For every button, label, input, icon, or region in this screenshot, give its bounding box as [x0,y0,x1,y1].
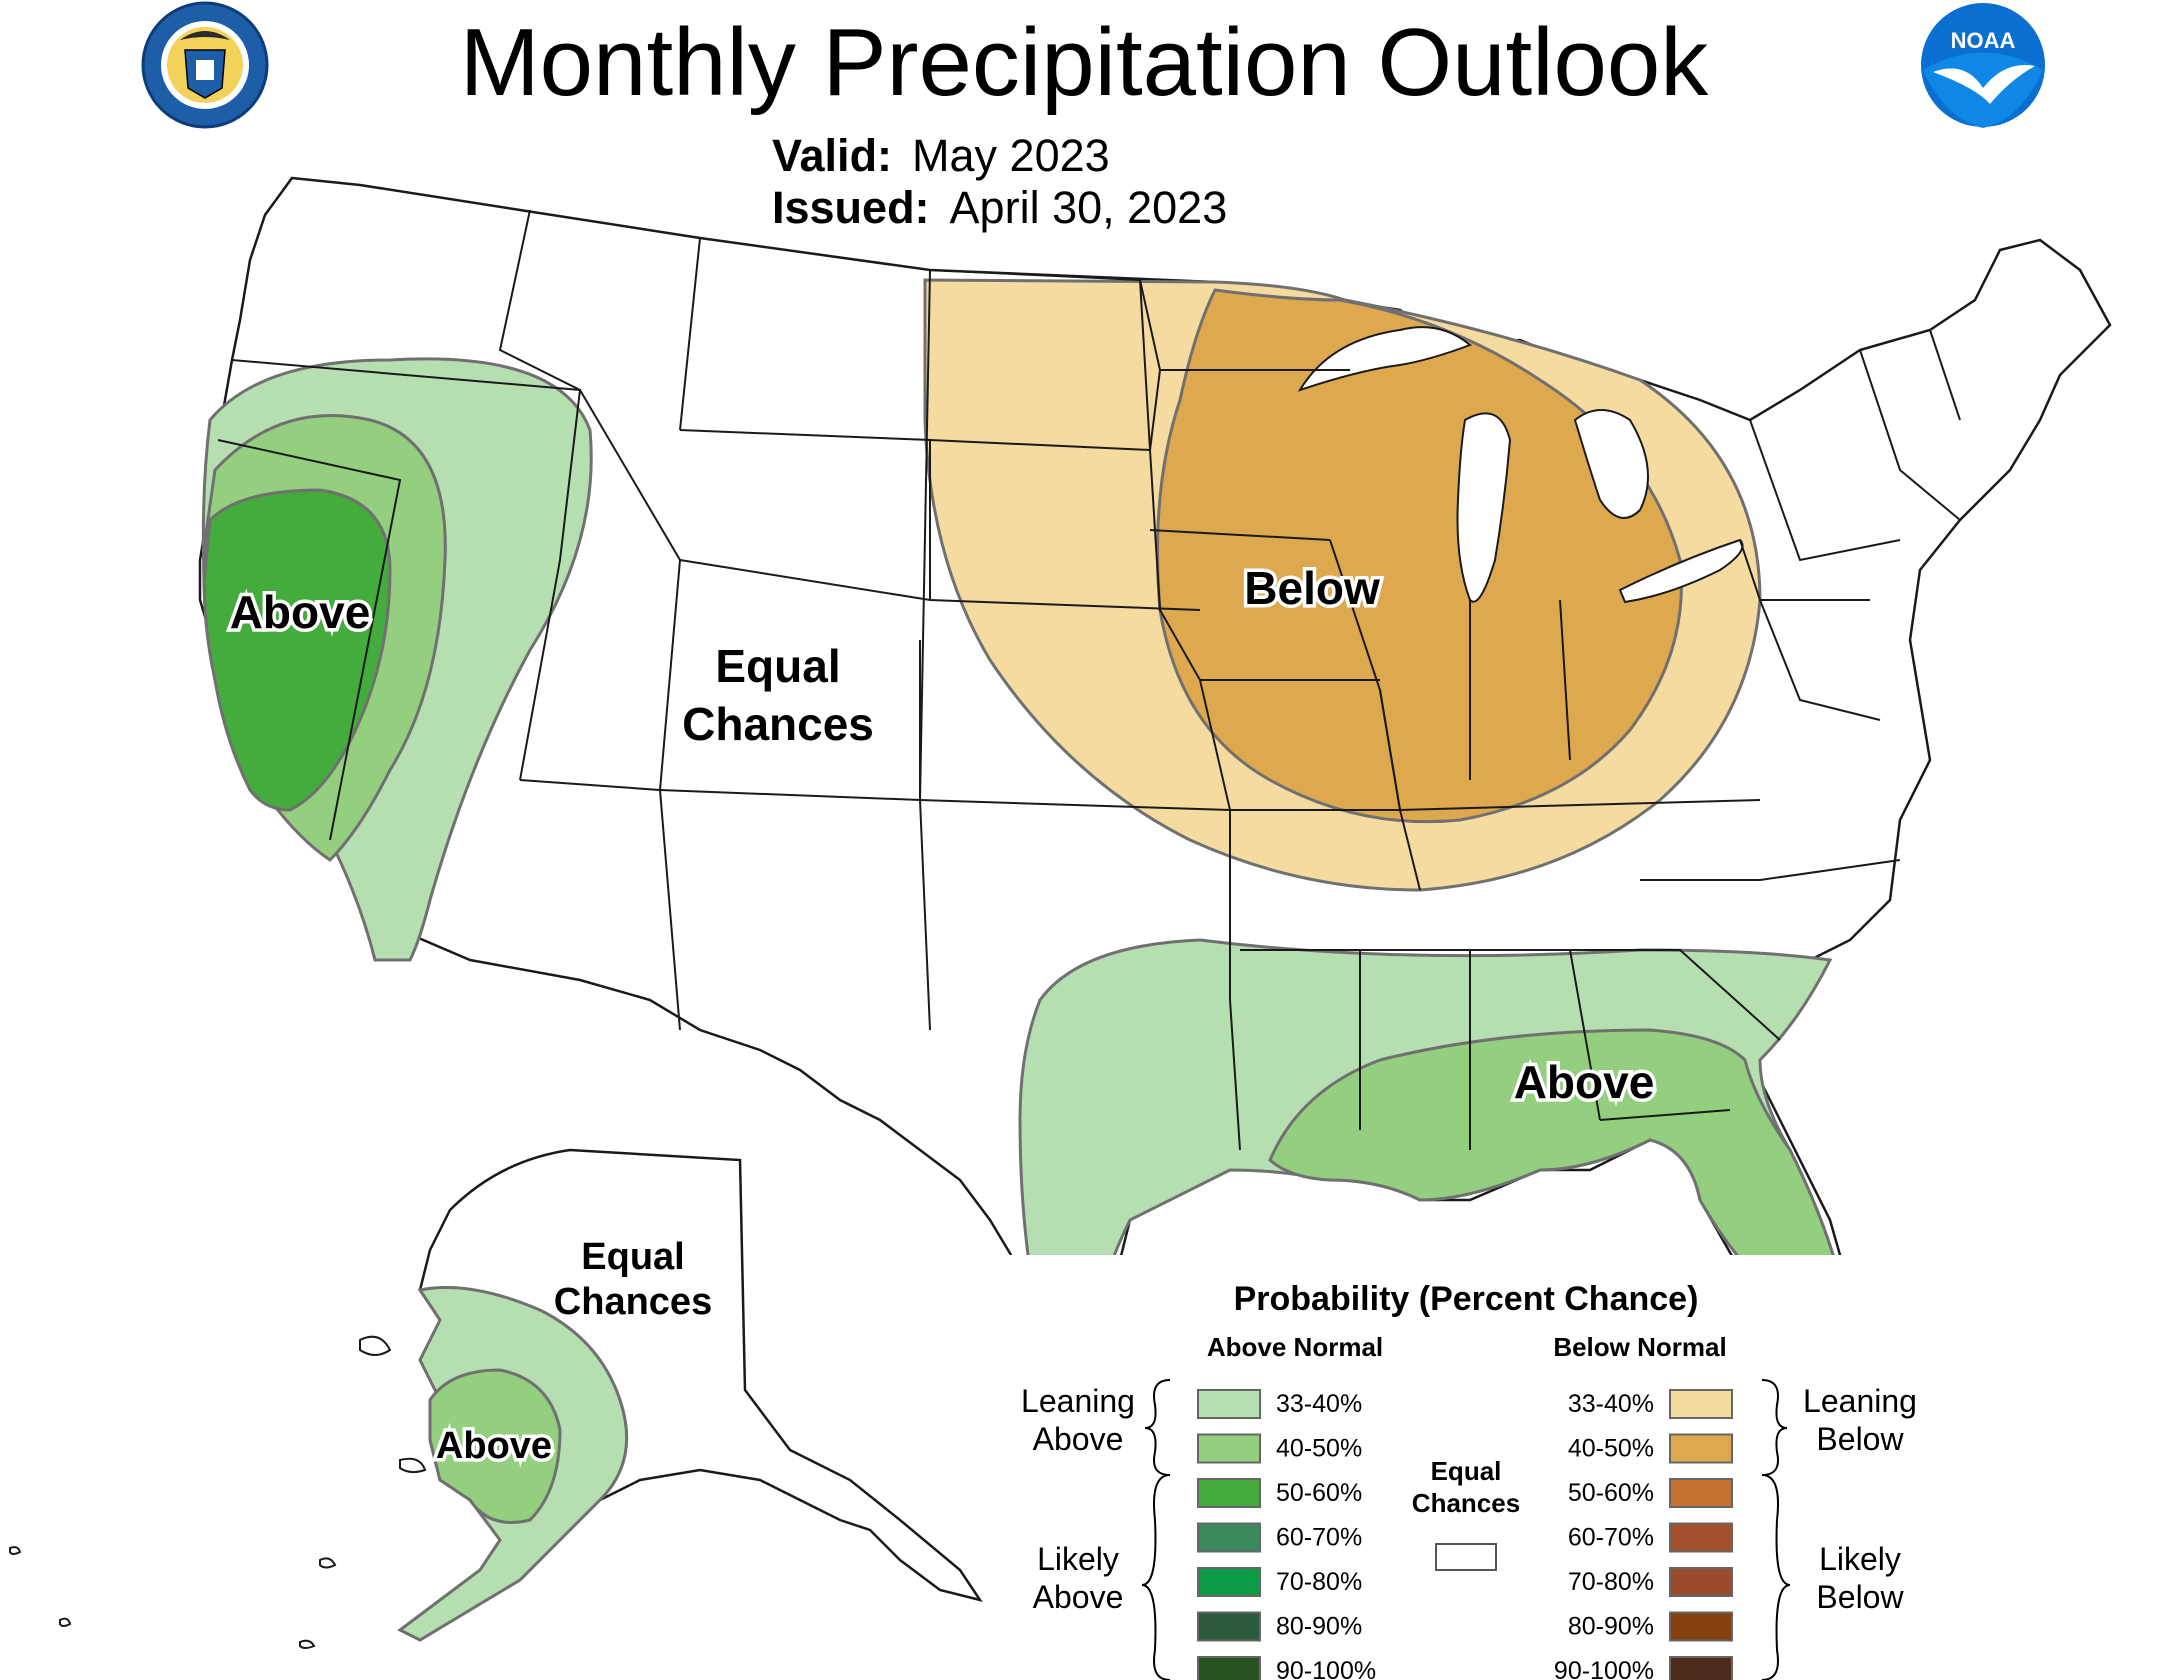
legend-below-label-5: 70-80% [1568,1568,1654,1596]
equal-chances-label-line1: Equal [715,640,840,692]
legend-below-swatch-4 [1669,1522,1733,1553]
legend-above-header: Above Normal [1207,1332,1383,1362]
legend-above-swatch-6 [1197,1611,1261,1642]
noaa-logo-icon: NOAA [1921,3,2045,128]
legend-below-swatch-6 [1669,1611,1733,1642]
midwest-below-40-50 [1156,288,1683,824]
legend-below-label-3: 50-60% [1568,1479,1654,1507]
map-title: Monthly Precipitation Outlook [459,9,1709,116]
legend-above-label-7: 90-100% [1276,1657,1376,1680]
legend-above-swatches: 33-40% 40-50% 50-60% 60-70% 70-80% 80-90% 90-1… [1197,1389,1376,1680]
west-above-label: Above [230,586,371,638]
legend-above-label-5: 70-80% [1276,1568,1362,1596]
leaning-above-line1: Leaning [1021,1383,1135,1419]
issued-value: April 30, 2023 [949,182,1228,233]
legend-above-label-1: 33-40% [1276,1390,1362,1418]
legend-above-swatch-1 [1197,1389,1261,1419]
valid-value: May 2023 [912,130,1110,181]
likely-above-line1: Likely [1037,1541,1119,1577]
likely-below-line2: Below [1816,1579,1904,1615]
legend-above-swatch-2 [1197,1433,1261,1464]
legend-above-label-6: 80-90% [1276,1613,1362,1641]
legend-below-label-2: 40-50% [1568,1435,1654,1463]
legend-above-swatch-4 [1197,1522,1261,1553]
legend-above-swatch-3 [1197,1478,1261,1508]
valid-row: Valid: May 2023 [772,130,1227,182]
issued-row: Issued: April 30, 2023 [772,182,1227,234]
legend: Probability (Percent Chance) Above Norma… [1000,1255,2000,1680]
west-above-50-60 [202,488,392,812]
legend-above-label-2: 40-50% [1276,1435,1362,1463]
legend-equal-chances-line1: Equal [1431,1456,1502,1486]
legend-above-label-4: 60-70% [1276,1524,1362,1552]
state-borders [217,209,1961,1151]
issued-label: Issued: [772,182,930,233]
legend-below-swatch-7 [1669,1656,1733,1680]
legend-above-label-3: 50-60% [1276,1479,1362,1507]
equal-chances-label-line2: Chances [682,698,874,750]
legend-title: Probability (Percent Chance) [1234,1280,1699,1318]
legend-equal-chances-swatch [1435,1543,1497,1571]
legend-below-label-1: 33-40% [1568,1390,1654,1418]
leaning-below-brace [1761,1379,1788,1476]
legend-equal-chances-line2: Chances [1412,1488,1520,1518]
likely-above-brace [1141,1474,1171,1680]
leaning-above-line2: Above [1033,1421,1124,1457]
legend-below-label-4: 60-70% [1568,1524,1654,1552]
lake-huron [1573,409,1649,519]
commerce-seal-icon [141,1,269,129]
below-label: Below [1244,562,1380,614]
leaning-above-brace [1144,1379,1171,1476]
likely-below-brace [1761,1474,1791,1680]
map-dates: Valid: May 2023 Issued: April 30, 2023 [772,130,1227,234]
legend-below-label-7: 90-100% [1554,1657,1654,1680]
legend-below-swatch-1 [1669,1389,1733,1419]
legend-below-swatch-2 [1669,1433,1733,1464]
leaning-below-line1: Leaning [1803,1383,1917,1419]
legend-above-swatch-7 [1197,1656,1261,1680]
leaning-below-line2: Below [1816,1421,1904,1457]
alaska-equal-chances-line1: Equal [581,1236,684,1278]
legend-below-label-6: 80-90% [1568,1613,1654,1641]
legend-below-header: Below Normal [1553,1332,1726,1362]
alaska-islands [9,1335,427,1649]
lake-erie [1618,538,1744,604]
likely-above-line2: Above [1033,1579,1124,1615]
legend-below-swatches: 33-40% 40-50% 50-60% 60-70% 70-80% 80-90% 90-1… [1554,1389,1733,1680]
alaska-equal-chances-line2: Chances [554,1281,712,1323]
noaa-logo-text: NOAA [1951,28,2016,53]
legend-below-swatch-3 [1669,1478,1733,1508]
valid-label: Valid: [772,130,893,181]
likely-below-line1: Likely [1819,1541,1901,1577]
southeast-above-label: Above [1514,1056,1655,1108]
alaska-above-40-50 [428,1368,562,1524]
alaska-above-label: Above [436,1425,552,1467]
lake-michigan [1456,412,1512,603]
legend-above-swatch-5 [1197,1567,1261,1597]
lake-superior [1297,326,1472,392]
legend-below-swatch-5 [1669,1567,1733,1597]
